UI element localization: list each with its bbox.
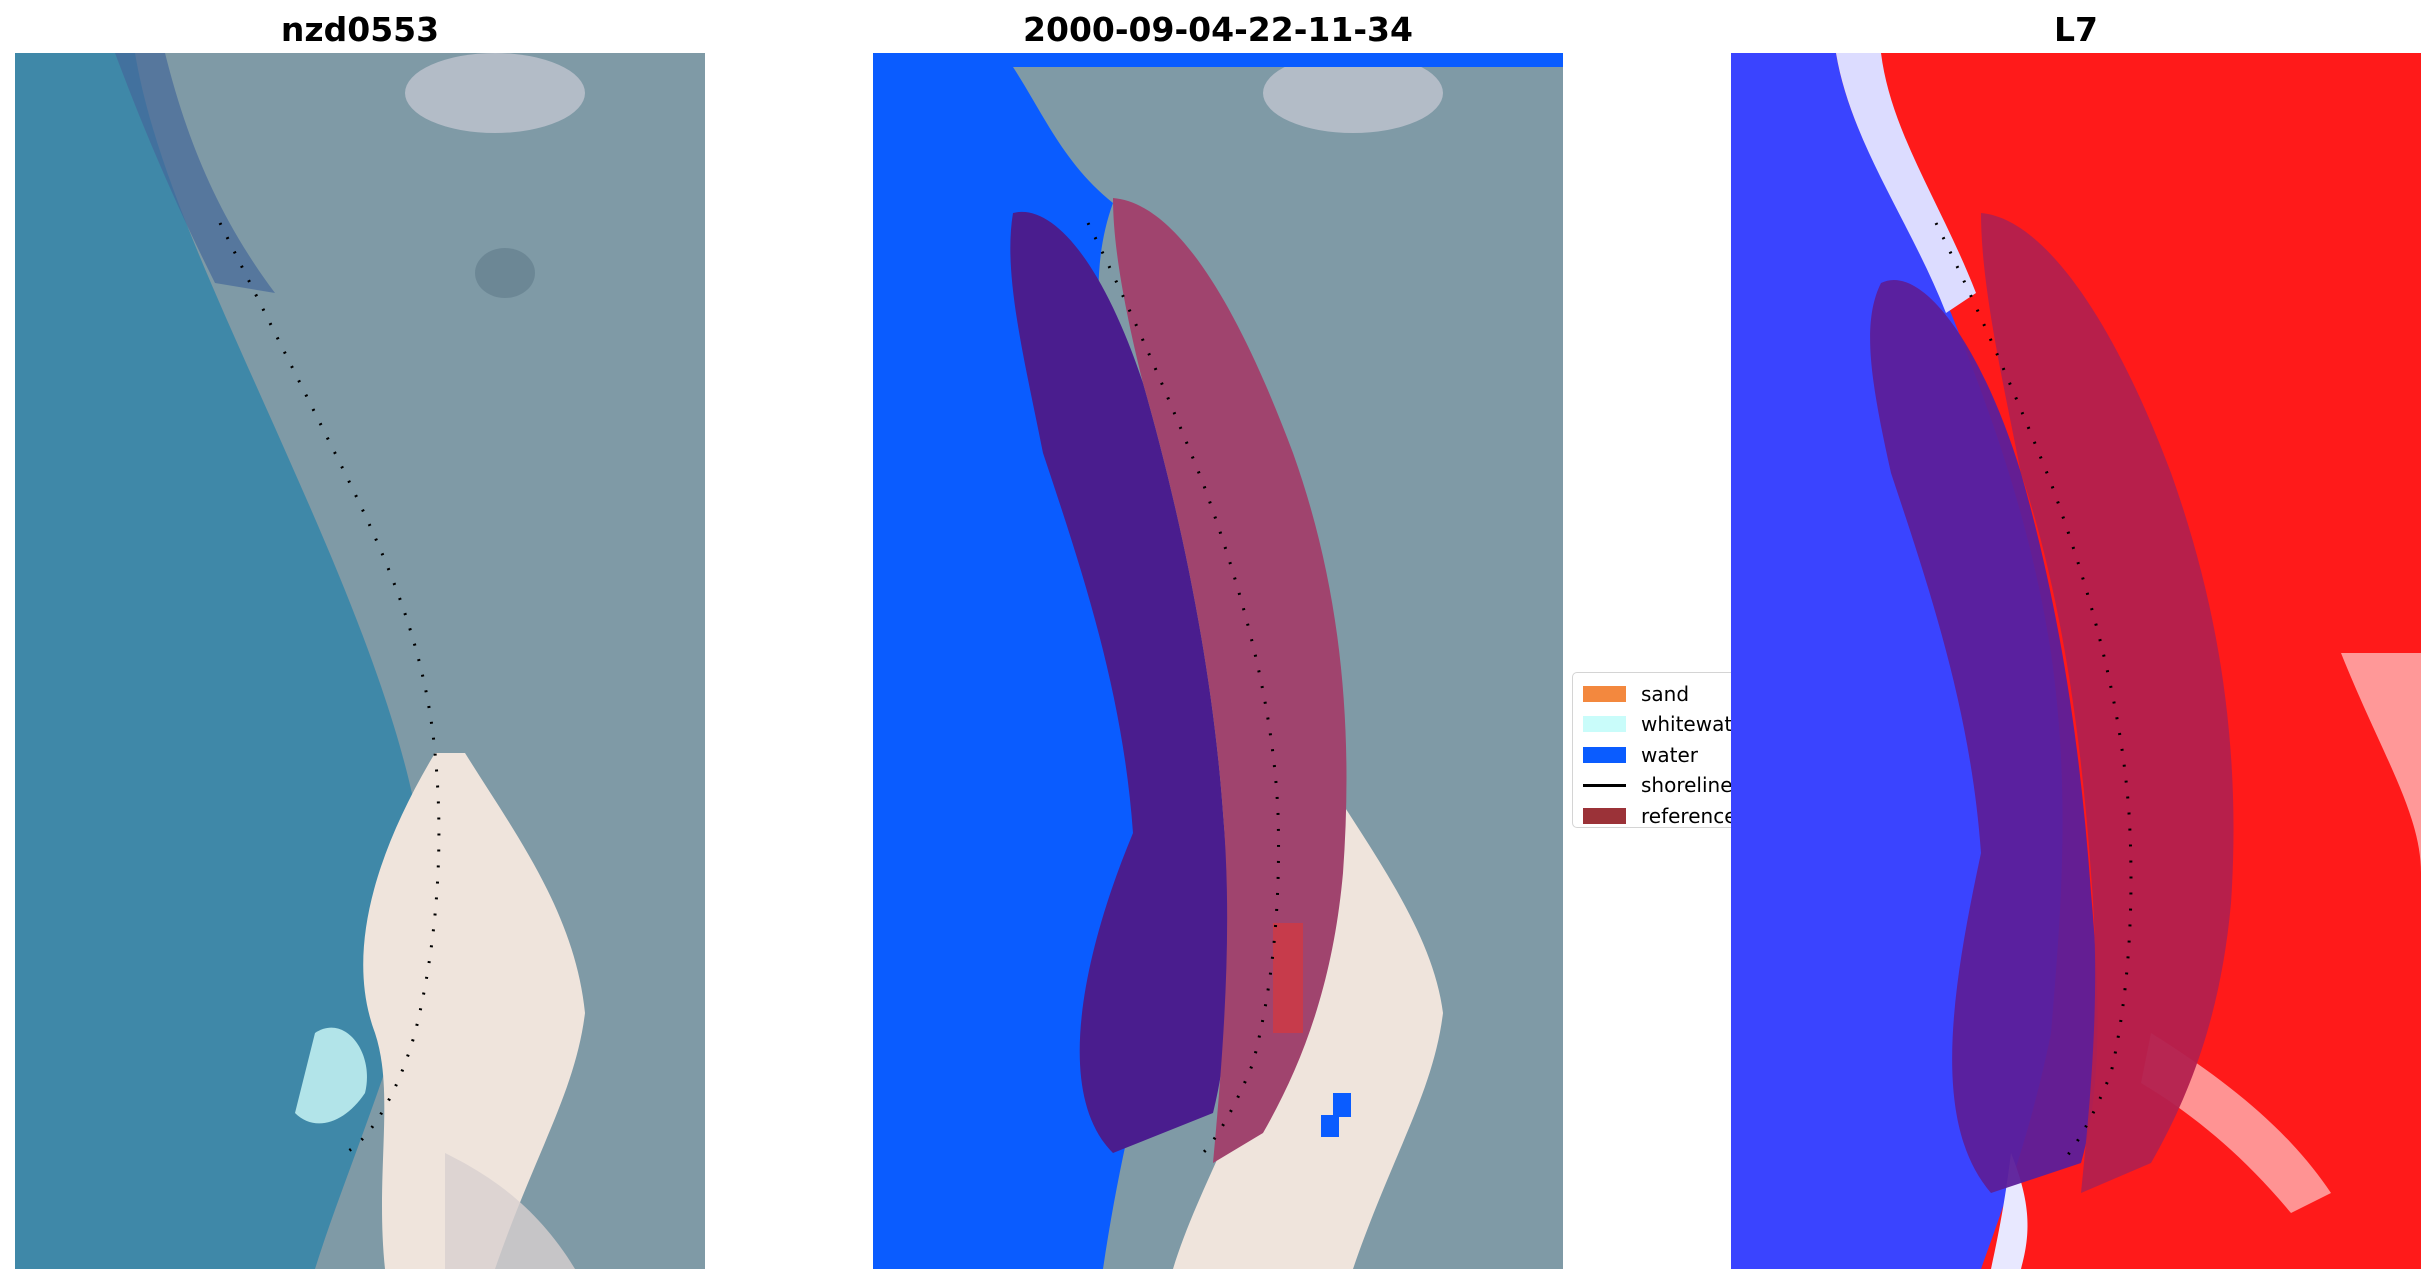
legend-swatch-sand: [1583, 686, 1626, 702]
legend-label-reference: reference: [1641, 803, 1737, 828]
legend-swatch-reference: [1583, 807, 1626, 824]
index-image-panel: [1731, 53, 2421, 1269]
rgb-image: [15, 53, 705, 1269]
legend-entry-water: water: [1573, 740, 1743, 770]
legend-label-water: water: [1641, 742, 1698, 767]
panel-title-classified: 2000-09-04-22-11-34: [1023, 10, 1413, 49]
legend-label-whitewater: whitewater: [1641, 712, 1744, 737]
classified-image: [873, 53, 1563, 1269]
legend-entry-whitewater: whitewater: [1573, 709, 1743, 739]
legend-entry-sand: sand: [1573, 679, 1743, 709]
rgb-image-panel: [15, 53, 705, 1269]
legend-swatch-whitewater: [1583, 716, 1626, 733]
classified-image-panel: [873, 53, 1563, 1269]
legend-line-shoreline: [1583, 784, 1626, 788]
legend-entry-reference: reference: [1573, 801, 1743, 828]
legend-label-shoreline: shoreline: [1641, 773, 1733, 798]
legend: sand whitewater water shoreline referenc…: [1572, 672, 1744, 828]
legend-entry-shoreline: shoreline: [1573, 770, 1743, 800]
panel-title-index: L7: [2054, 10, 2098, 49]
panel-title-rgb: nzd0553: [280, 10, 440, 49]
legend-label-sand: sand: [1641, 682, 1690, 706]
legend-swatch-water: [1583, 746, 1626, 763]
index-image: [1731, 53, 2421, 1269]
